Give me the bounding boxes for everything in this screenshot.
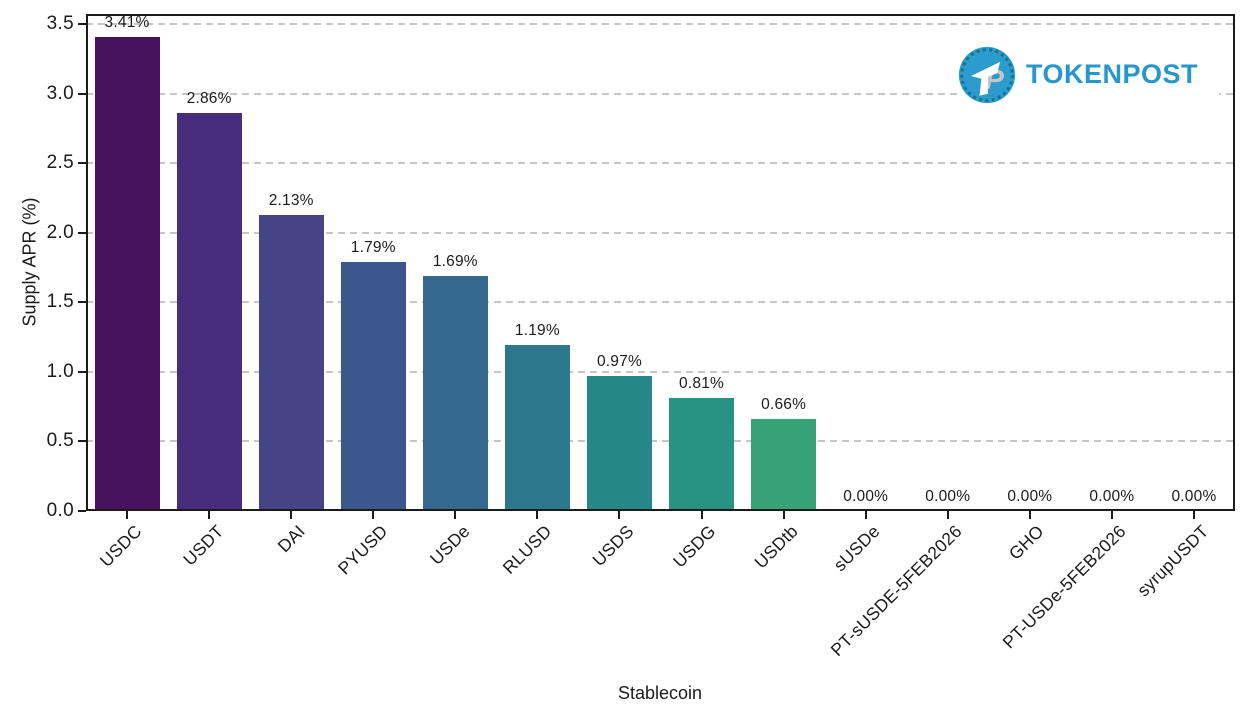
y-tick-mark (78, 231, 86, 234)
bar (340, 261, 406, 511)
tokenpost-tp-icon: P (958, 46, 1016, 104)
x-tick-mark (618, 511, 621, 519)
x-tick-label: GHO (1005, 521, 1048, 564)
x-tick-label: RLUSD (498, 521, 556, 578)
bar-value-label: 0.00% (1171, 488, 1217, 505)
bar (751, 419, 817, 511)
x-tick-label: syrupUSDT (1132, 521, 1213, 601)
bar-value-label: 0.66% (761, 396, 807, 414)
bar-value-label: 0.00% (1007, 488, 1053, 505)
bar-value-label: 2.13% (268, 191, 314, 209)
x-tick-label: sUSDe (829, 521, 884, 576)
bar-value-label: 0.00% (925, 488, 971, 505)
x-tick-label: PYUSD (333, 521, 392, 579)
bar-value-label: 0.81% (679, 375, 725, 393)
gridline (86, 231, 1235, 234)
y-tick-mark (78, 162, 86, 165)
bar (422, 275, 488, 511)
x-tick-mark (1192, 511, 1195, 519)
x-tick-label: DAI (274, 521, 310, 557)
tokenpost-logo-text: TOKENPOST (1026, 58, 1199, 89)
gridline (86, 23, 1235, 25)
x-tick-label: USDT (178, 521, 228, 570)
y-tick-label: 1.0 (46, 360, 74, 382)
gridline (86, 92, 1235, 95)
x-tick-mark (946, 511, 949, 519)
x-tick-mark (700, 511, 703, 519)
x-tick-label: USDtb (750, 521, 802, 573)
bar (94, 36, 160, 511)
bar-value-label: 0.97% (596, 353, 642, 371)
bar-value-label: 3.41% (104, 13, 150, 31)
bar-value-label: 0.00% (1089, 488, 1135, 505)
bar-value-label: 1.79% (350, 238, 396, 256)
gridline (86, 440, 1235, 443)
gridline (86, 301, 1235, 304)
x-tick-mark (290, 511, 293, 519)
x-tick-mark (208, 511, 211, 519)
x-tick-mark (1110, 511, 1113, 519)
y-tick-label: 2.5 (46, 152, 74, 174)
y-tick-label: 0.0 (46, 500, 74, 521)
y-tick-label: 1.5 (46, 291, 74, 313)
x-tick-mark (454, 511, 457, 519)
y-axis-title: Supply APR (%) (19, 197, 40, 327)
x-tick-mark (372, 511, 375, 519)
bar (176, 113, 242, 511)
y-tick-mark (78, 510, 86, 512)
x-tick-label: USDS (588, 521, 638, 571)
y-tick-label: 3.5 (46, 13, 74, 34)
x-tick-mark (782, 511, 785, 519)
y-tick-label: 3.0 (46, 82, 74, 104)
y-tick-mark (78, 440, 86, 443)
gridline (86, 162, 1235, 165)
x-tick-mark (536, 511, 539, 519)
gridline (86, 370, 1235, 373)
bar (669, 398, 735, 511)
y-tick-mark (78, 92, 86, 95)
y-tick-mark (78, 370, 86, 373)
x-tick-label: USDG (669, 521, 720, 572)
bar (586, 376, 652, 511)
bar-value-label: 1.69% (432, 252, 478, 270)
x-tick-label: USDC (95, 521, 146, 571)
x-tick-mark (864, 511, 867, 519)
y-tick-mark (78, 23, 86, 25)
y-tick-label: 2.0 (46, 221, 74, 243)
bar-value-label: 0.00% (843, 488, 889, 505)
bar-value-label: 1.19% (514, 322, 560, 340)
x-tick-mark (126, 511, 129, 519)
x-axis-title: Stablecoin (617, 683, 703, 703)
bar-value-label: 2.86% (186, 90, 232, 108)
x-tick-mark (1028, 511, 1031, 519)
y-tick-mark (78, 301, 86, 304)
x-tick-label: USDe (425, 521, 474, 569)
bar (504, 345, 570, 511)
bar (258, 214, 324, 511)
tokenpost-logo: P TOKENPOST (957, 44, 1219, 106)
y-tick-label: 0.5 (46, 430, 74, 452)
